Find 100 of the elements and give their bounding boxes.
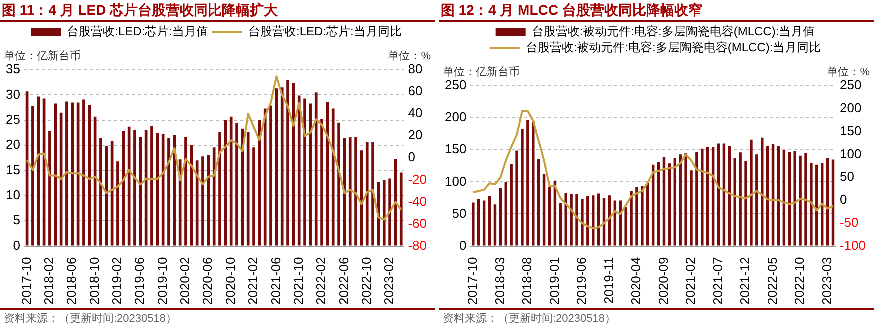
y2-tick-label: 100: [840, 146, 862, 162]
bar: [122, 130, 126, 246]
bar: [679, 154, 682, 246]
bar: [816, 164, 818, 246]
y-tick-label: 15: [6, 162, 20, 178]
x-tick-label: 2022-02: [314, 257, 329, 306]
x-tick-label: 2020-10: [222, 257, 238, 306]
bar: [559, 203, 562, 246]
bar: [662, 157, 666, 246]
text: 资料来源：（更新时间:20230518）: [439, 308, 874, 328]
y2-tick-label: 0: [840, 192, 848, 208]
bar: [684, 153, 688, 246]
y-tick-label: 100: [444, 174, 467, 189]
bar: [494, 204, 497, 246]
bar: [482, 200, 486, 246]
y-axis-title: 单位：亿新台币: [4, 50, 81, 63]
legend-label: 台股营收:LED:芯片:当月值: [67, 24, 209, 38]
bar: [701, 148, 704, 246]
y-tick-label: 150: [444, 142, 467, 157]
bar: [116, 162, 120, 246]
bar: [66, 102, 68, 246]
bar: [706, 148, 710, 246]
bar: [388, 178, 392, 246]
y-tick-label: 5: [13, 212, 20, 228]
bar: [354, 136, 358, 246]
x-tick-label: 2018-03: [492, 257, 508, 306]
y-tick-label: 250: [444, 78, 467, 93]
y2-tick-label: -50: [840, 214, 859, 230]
x-tick-label: 2023-02: [382, 257, 397, 306]
bar: [526, 120, 530, 246]
bar: [478, 199, 480, 246]
bar: [690, 170, 693, 246]
bar: [54, 104, 58, 246]
y-tick-label: 20: [6, 137, 20, 152]
y2-tick-label: 200: [840, 100, 862, 116]
bar: [766, 146, 770, 246]
text: 资料来源：（更新时间:20230518）: [0, 308, 435, 328]
bar: [366, 142, 369, 246]
x-tick-label: 2022-06: [336, 257, 352, 306]
y-tick-label: 200: [444, 110, 467, 125]
bar: [264, 108, 267, 246]
chart-title: 图 12：4 月 MLCC 台股营收同比降幅收窄: [439, 0, 874, 22]
x-tick-label: 2022-10: [792, 257, 808, 306]
legend-label: 台股营收:被动元件:电容:多层陶瓷电容(MLCC):当月值: [532, 24, 816, 38]
y2-axis-title: 单位：%: [827, 66, 870, 79]
bar: [630, 191, 633, 246]
x-tick-label: 2022-05: [764, 257, 780, 306]
bar: [184, 136, 188, 246]
bar: [156, 133, 160, 246]
bar: [488, 196, 492, 246]
bar: [722, 144, 726, 246]
bar: [739, 152, 742, 246]
bar: [564, 193, 568, 246]
y2-tick-label: 80: [408, 62, 423, 77]
bar: [641, 186, 644, 246]
bar: [82, 100, 86, 246]
bar: [100, 138, 102, 246]
bar: [400, 172, 403, 246]
y2-tick-label: -60: [408, 216, 428, 231]
bar: [338, 122, 340, 246]
bar: [657, 162, 660, 246]
bar: [173, 135, 176, 246]
bar: [37, 96, 40, 246]
x-tick-label: 2023-03: [819, 257, 834, 306]
bar: [570, 194, 573, 246]
y2-tick-label: 50: [840, 169, 854, 184]
bar: [636, 187, 638, 246]
bar: [212, 148, 216, 246]
y2-tick-label: 60: [408, 84, 423, 99]
bar: [218, 132, 222, 246]
y-tick-label: 30: [6, 86, 20, 102]
x-tick-label: 2017-10: [18, 257, 34, 306]
x-tick-label: 2021-02: [683, 257, 698, 306]
bar: [304, 98, 306, 246]
x-tick-label: 2018-02: [42, 257, 57, 306]
chart-title: 图 11：4 月 LED 芯片台股营收同比降幅扩大: [0, 0, 435, 22]
bar: [48, 130, 52, 246]
bar: [832, 160, 835, 246]
y2-tick-label: 0: [408, 150, 416, 165]
bar: [744, 161, 748, 246]
y-tick-label: 0: [459, 238, 467, 253]
bar: [298, 96, 301, 246]
x-tick-label: 2022-10: [358, 257, 374, 306]
bar: [270, 106, 272, 246]
bar: [532, 121, 535, 246]
x-tick-label: 2019-11: [601, 257, 616, 304]
x-tick-label: 2019-06: [574, 257, 590, 306]
y2-tick-label: 20: [408, 128, 423, 143]
bar: [761, 138, 764, 246]
x-tick-label: 2021-10: [290, 257, 306, 306]
bar: [139, 136, 142, 246]
bar: [521, 128, 524, 246]
y-tick-label: 10: [6, 188, 20, 202]
x-tick-label: 2018-06: [64, 257, 80, 306]
bar: [586, 196, 590, 246]
bar: [624, 207, 628, 246]
bar: [202, 156, 204, 246]
bar: [71, 102, 74, 246]
bar: [382, 180, 386, 246]
bar: [230, 116, 233, 246]
